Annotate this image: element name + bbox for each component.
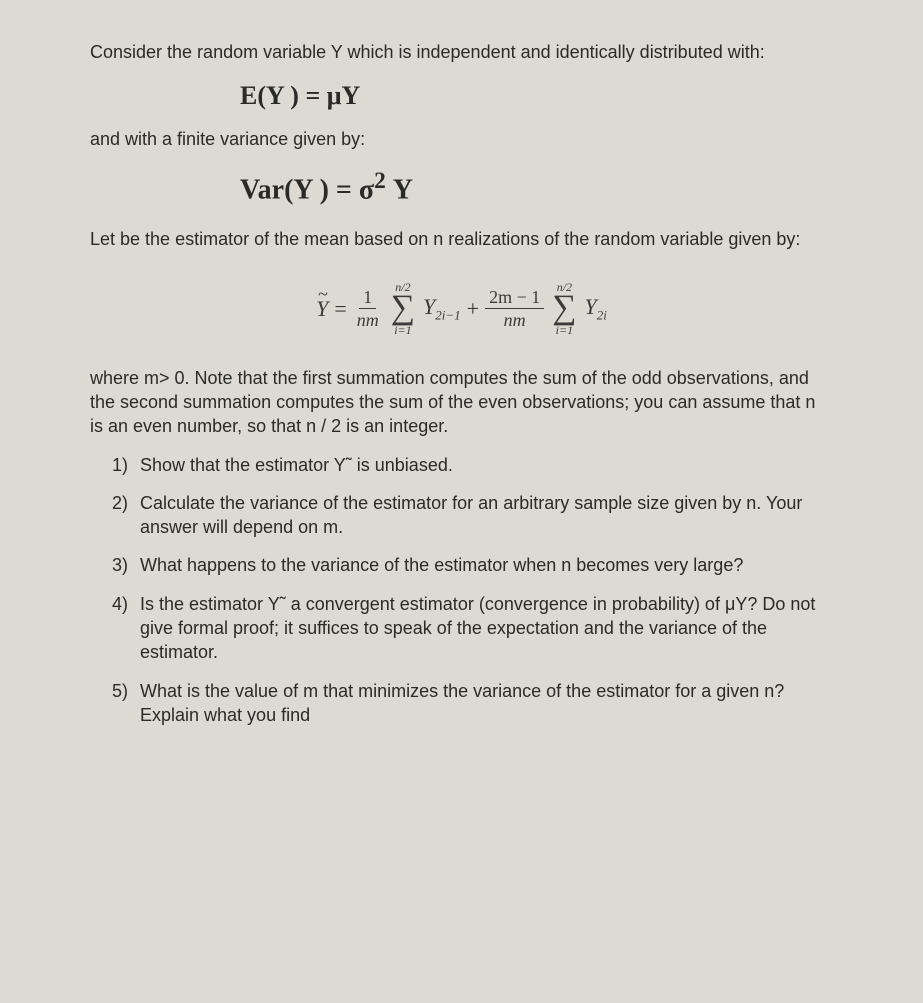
question-number: 3) xyxy=(112,553,140,577)
fraction-2-num: 2m − 1 xyxy=(485,288,544,309)
fraction-1-den: nm xyxy=(353,309,383,329)
question-text: What happens to the variance of the esti… xyxy=(140,553,833,577)
fraction-1-num: 1 xyxy=(359,288,376,309)
eq2-sup: 2 xyxy=(374,168,386,194)
question-item: 2) Calculate the variance of the estimat… xyxy=(112,491,833,540)
term2-base: Y xyxy=(585,294,597,319)
question-number: 2) xyxy=(112,491,140,540)
question-item: 3) What happens to the variance of the e… xyxy=(112,553,833,577)
document-page: Consider the random variable Y which is … xyxy=(0,0,923,1003)
question-text: Show that the estimator Y˜ is unbiased. xyxy=(140,453,833,477)
question-number: 4) xyxy=(112,592,140,665)
term2-subscript: 2i xyxy=(597,308,607,323)
sigma-icon: ∑ xyxy=(391,293,415,324)
sum1-lower: i=1 xyxy=(394,324,411,336)
fraction-1: 1 nm xyxy=(353,288,383,329)
y-tilde-symbol: Y xyxy=(316,294,328,324)
variance-intro-line: and with a finite variance given by: xyxy=(90,127,833,151)
equation-variance: Var(Y ) = σ2 Y xyxy=(240,166,833,209)
intro-paragraph: Consider the random variable Y which is … xyxy=(90,40,833,64)
question-number: 5) xyxy=(112,679,140,728)
estimator-formula: Y = 1 nm n/2 ∑ i=1 Y2i−1 + 2m − 1 nm n/2 xyxy=(316,281,607,336)
equation-expectation: E(Y ) = μY xyxy=(240,78,833,113)
eq2-rhs: Y xyxy=(386,174,413,205)
fraction-2-den: nm xyxy=(500,309,530,329)
term1-subscript: 2i−1 xyxy=(435,308,460,323)
equals-sign: = xyxy=(334,294,346,324)
estimator-intro-line: Let be the estimator of the mean based o… xyxy=(90,227,833,251)
summation-1: n/2 ∑ i=1 xyxy=(391,281,415,336)
question-text: Calculate the variance of the estimator … xyxy=(140,491,833,540)
term-2: Y2i xyxy=(585,292,607,324)
question-number: 1) xyxy=(112,453,140,477)
question-item: 4) Is the estimator Y˜ a convergent esti… xyxy=(112,592,833,665)
question-text: Is the estimator Y˜ a convergent estimat… xyxy=(140,592,833,665)
plus-sign: + xyxy=(467,294,479,324)
sigma-icon: ∑ xyxy=(552,293,576,324)
estimator-formula-container: Y = 1 nm n/2 ∑ i=1 Y2i−1 + 2m − 1 nm n/2 xyxy=(90,281,833,336)
note-paragraph: where m> 0. Note that the first summatio… xyxy=(90,366,833,439)
fraction-2: 2m − 1 nm xyxy=(485,288,544,329)
eq2-lhs: Var(Y ) = σ xyxy=(240,174,374,205)
questions-list: 1) Show that the estimator Y˜ is unbiase… xyxy=(112,453,833,728)
term-1: Y2i−1 xyxy=(423,292,461,324)
question-item: 1) Show that the estimator Y˜ is unbiase… xyxy=(112,453,833,477)
question-item: 5) What is the value of m that minimizes… xyxy=(112,679,833,728)
question-text: What is the value of m that minimizes th… xyxy=(140,679,833,728)
summation-2: n/2 ∑ i=1 xyxy=(552,281,576,336)
sum2-lower: i=1 xyxy=(556,324,573,336)
term1-base: Y xyxy=(423,294,435,319)
